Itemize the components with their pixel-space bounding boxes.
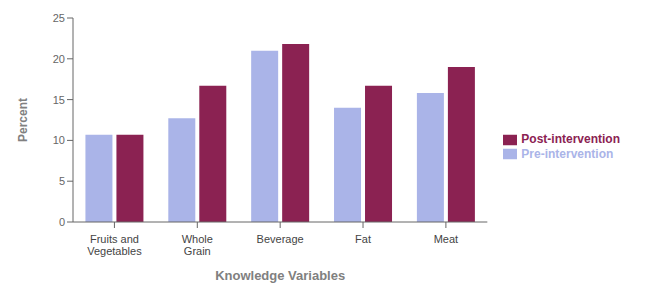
html-text:Pre-intervention: Pre-intervention [521, 146, 614, 161]
svg-text:Meat: Meat [434, 233, 458, 245]
svg-text:15: 15 [53, 94, 65, 106]
svg-text:Knowledge Variables: Knowledge Variables [215, 268, 345, 283]
svg-text:Fat: Fat [355, 233, 371, 245]
svg-text:Percent: Percent [16, 98, 30, 142]
svg-text:5: 5 [59, 175, 65, 187]
svg-text:20: 20 [53, 53, 65, 65]
svg-text:Fruits andVegetables: Fruits andVegetables [87, 233, 142, 258]
svg-text:Beverage: Beverage [257, 233, 304, 245]
svg-text:10: 10 [53, 134, 65, 146]
svg-text:WholeGrain: WholeGrain [182, 233, 213, 258]
svg-text:0: 0 [59, 216, 65, 228]
html-text:Post-intervention: Post-intervention [521, 131, 620, 146]
svg-text:25: 25 [53, 12, 65, 24]
